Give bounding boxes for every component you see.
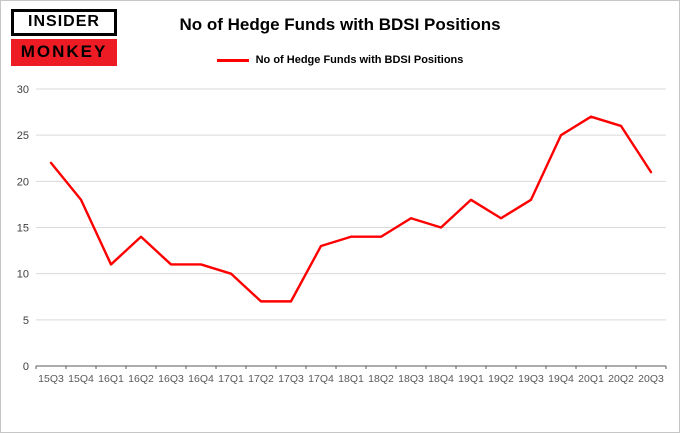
x-axis-label: 19Q4: [548, 373, 574, 385]
y-axis-tick-label: 30: [17, 84, 29, 96]
x-axis-label: 18Q1: [338, 373, 364, 385]
y-axis-tick-label: 10: [17, 269, 29, 281]
logo-insider-text: INSIDER: [11, 9, 117, 36]
chart-title: No of Hedge Funds with BDSI Positions: [179, 15, 501, 34]
x-axis-label: 17Q1: [218, 373, 244, 385]
x-axis-label: 20Q1: [578, 373, 604, 385]
x-axis-label: 19Q2: [488, 373, 514, 385]
legend: No of Hedge Funds with BDSI Positions: [1, 53, 679, 67]
y-axis-tick-label: 5: [23, 315, 29, 327]
x-axis-label: 15Q4: [68, 373, 94, 385]
y-axis-tick-label: 0: [23, 361, 29, 373]
x-axis-label: 16Q1: [98, 373, 124, 385]
logo-monkey-text: MONKEY: [11, 39, 117, 66]
x-axis-label: 19Q3: [518, 373, 544, 385]
legend-label: No of Hedge Funds with BDSI Positions: [255, 54, 464, 66]
insider-monkey-logo: INSIDER MONKEY: [11, 9, 117, 66]
plot-area-wrap: 0 5 10 15 20 25 30 15Q3 15Q4 16Q1 16Q2 16Q3 16Q4 17Q1…: [1, 75, 679, 411]
x-axis-label: 20Q2: [608, 373, 634, 385]
x-axis-label: 18Q2: [368, 373, 394, 385]
series-line-0: [49, 115, 653, 303]
x-axis-label: 19Q1: [458, 373, 484, 385]
x-axis-label: 16Q4: [188, 373, 214, 385]
x-axis-label: 17Q4: [308, 373, 334, 385]
x-axis-label: 17Q3: [278, 373, 304, 385]
y-axis-tick-label: 25: [17, 130, 29, 142]
x-axis-label: 17Q2: [248, 373, 274, 385]
x-axis-label: 15Q3: [38, 373, 64, 385]
line-chart: 0 5 10 15 20 25 30 15Q3 15Q4 16Q1 16Q2 16Q3 16Q4 17Q1…: [17, 84, 667, 385]
x-axis-label: 18Q3: [398, 373, 424, 385]
x-axis-label: 16Q2: [128, 373, 154, 385]
x-axis-label: 20Q3: [638, 373, 664, 385]
legend-line-swatch: [216, 58, 249, 62]
y-axis-tick-label: 20: [17, 176, 29, 188]
y-axis-tick-label: 15: [17, 223, 29, 235]
x-axis-label: 18Q4: [428, 373, 454, 385]
x-axis-label: 16Q3: [158, 373, 184, 385]
